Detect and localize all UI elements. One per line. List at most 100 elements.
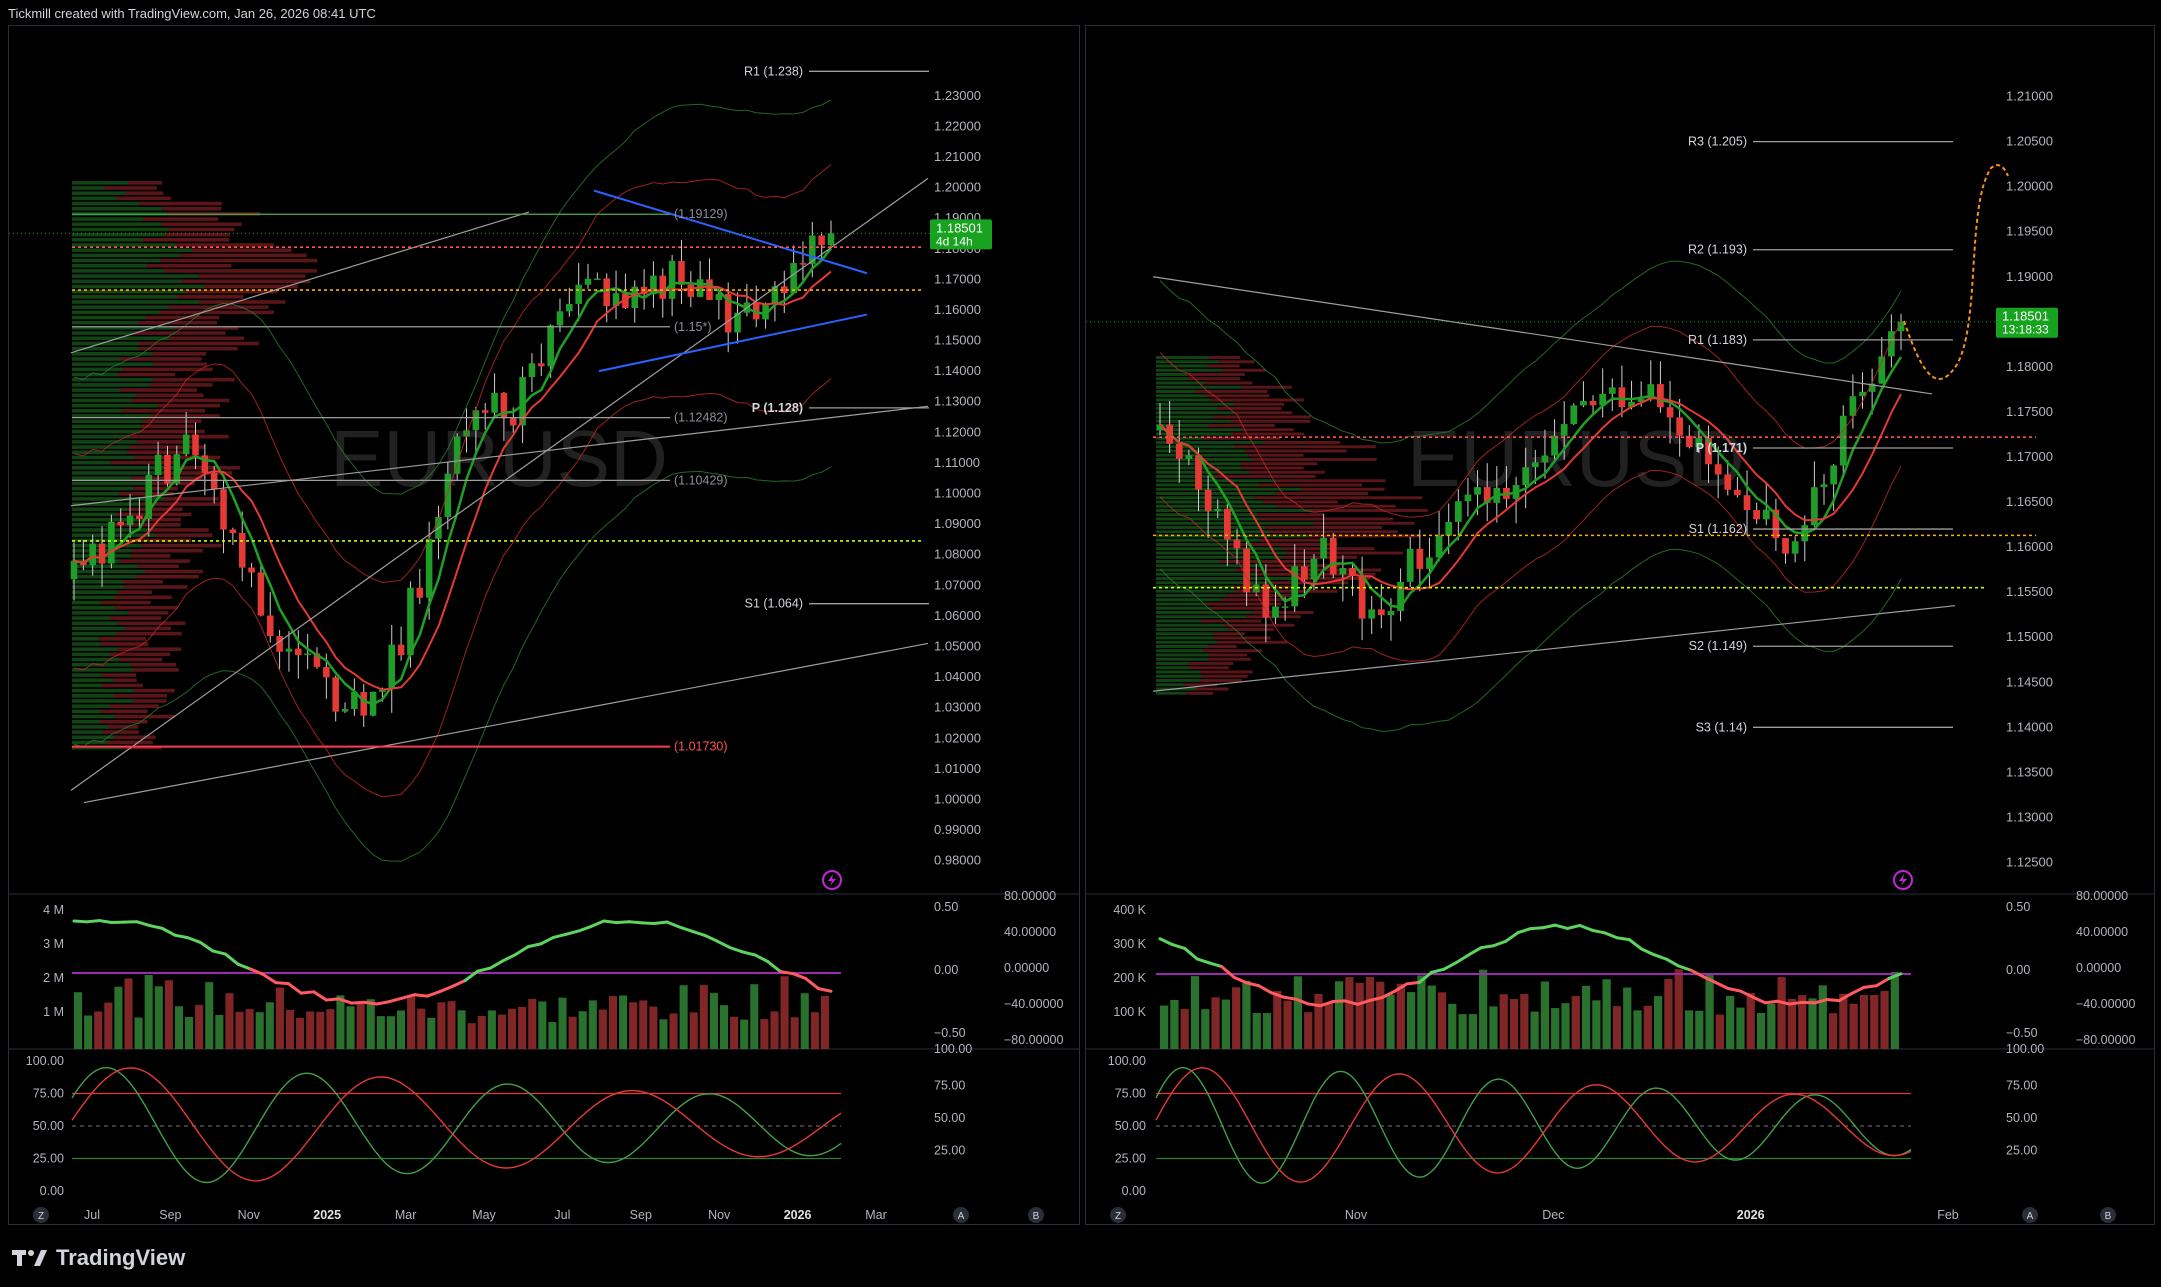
- level-label: R3 (1.205): [1688, 135, 1747, 149]
- volume-profile-bar: [72, 725, 108, 729]
- oscillator-line: [1244, 981, 1261, 988]
- volume-profile-bar: [116, 631, 182, 636]
- volume-profile-bar: [112, 523, 181, 527]
- volume-bar: [1376, 981, 1385, 1049]
- volume-profile-bar: [159, 310, 274, 315]
- volume-profile-bar: [1156, 411, 1235, 415]
- volume-profile-bar: [107, 725, 139, 729]
- oscillator-line: [1282, 995, 1298, 1001]
- chart-canvas-right[interactable]: EURUSD 1.21000 1.20500 1.20000 1.19500 1.1900…: [1086, 26, 2154, 1224]
- volume-profile-bar: [72, 377, 153, 382]
- oscillator-line: [1837, 992, 1854, 1003]
- candle-body: [724, 294, 732, 333]
- volume-profile-bar: [1219, 360, 1255, 364]
- corner-button-b[interactable]: B: [2100, 1207, 2116, 1223]
- volume-profile-bar: [1156, 679, 1200, 682]
- oscillator-line: [1331, 999, 1347, 1004]
- volume-profile-bar: [154, 533, 213, 537]
- volume-profile-bar: [1187, 662, 1234, 665]
- corner-button-b[interactable]: B: [1028, 1207, 1044, 1223]
- ma-slow-line: [1159, 393, 1902, 591]
- volume-profile-bar: [139, 201, 222, 206]
- volume-bar: [195, 1004, 204, 1049]
- candle-body: [1474, 487, 1481, 495]
- volume-profile-bar: [119, 559, 190, 563]
- volume-profile-bar: [1234, 445, 1376, 449]
- trend-line: [70, 211, 530, 354]
- oscillator-line: [804, 977, 820, 991]
- oscillator-axis-label: 0.00000: [2076, 961, 2121, 975]
- oscillator-line: [1726, 986, 1742, 993]
- volume-profile-bar: [1222, 368, 1266, 372]
- trend-line: [1152, 605, 1956, 692]
- oscillator-line: [551, 932, 568, 939]
- chart-attribution: Tickmill created with TradingView.com, J…: [8, 6, 376, 21]
- volume-axis-label: 400 K: [1113, 903, 1146, 917]
- chart-panel-right[interactable]: EURUSD 1.21000 1.20500 1.20000 1.19500 1.1900…: [1085, 25, 2155, 1225]
- volume-bar: [447, 1001, 456, 1049]
- volume-profile-bar: [1228, 543, 1338, 546]
- volume-bar: [467, 1023, 476, 1049]
- oscillator-axis-label: 80.00000: [1004, 889, 1056, 903]
- oscillator-line: [753, 953, 770, 964]
- volume-profile-bar: [1156, 551, 1288, 555]
- volume-profile-bar: [1156, 475, 1213, 478]
- candle-body: [407, 587, 414, 656]
- corner-button-z[interactable]: Z: [33, 1207, 49, 1223]
- stoch-axis-label: 25.00: [1115, 1152, 1146, 1166]
- volume-profile-bar: [1156, 683, 1184, 687]
- volume-profile-bar: [1189, 666, 1229, 670]
- oscillator-line: [85, 919, 101, 924]
- oscillator-line: [501, 953, 518, 963]
- volume-bar: [1396, 983, 1405, 1049]
- oscillator-line: [615, 920, 631, 925]
- corner-button-a[interactable]: A: [2022, 1207, 2038, 1223]
- oscillator-axis-label: 0.50: [934, 900, 958, 914]
- tradingview-logo[interactable]: TradingView: [12, 1245, 185, 1271]
- candle-body: [238, 533, 246, 568]
- volume-bar: [1602, 979, 1611, 1049]
- volume-axis-label: 1 M: [43, 1005, 64, 1019]
- volume-profile-bar: [72, 248, 192, 252]
- oscillator-axis-label: −80.00000: [2076, 1033, 2135, 1047]
- volume-bar: [810, 1012, 819, 1049]
- price-axis-label: 1.20000: [934, 180, 981, 195]
- time-axis-label: Nov: [708, 1208, 731, 1222]
- candle-body: [771, 286, 779, 304]
- oscillator-line: [715, 939, 732, 950]
- volume-profile-bar: [1230, 419, 1311, 423]
- volume-bar: [174, 1006, 184, 1049]
- corner-button-z[interactable]: Z: [1110, 1207, 1126, 1223]
- volume-profile-bar: [128, 538, 192, 543]
- volume-profile-bar: [1209, 653, 1248, 657]
- chart-canvas-left[interactable]: EURUSD1.230001.220001.210001.200001.1900…: [9, 26, 1079, 1224]
- volume-profile-bar: [1156, 513, 1258, 517]
- oscillator-line: [1788, 1000, 1804, 1006]
- volume-bar: [457, 1010, 466, 1049]
- volume-profile-bar: [122, 367, 213, 372]
- volume-bar: [1623, 987, 1632, 1049]
- oscillator-line: [1343, 999, 1360, 1006]
- volume-profile-bar: [72, 429, 141, 434]
- volume-profile-bar: [1234, 402, 1285, 406]
- volume-profile-bar: [72, 310, 160, 315]
- volume-profile-bar: [1156, 402, 1235, 406]
- volume-profile-bar: [72, 258, 161, 263]
- candle-body: [1820, 484, 1828, 488]
- oscillator-line: [1714, 980, 1730, 990]
- volume-profile-bar: [1212, 632, 1245, 636]
- chart-panel-left[interactable]: EURUSD 1.23000 1.22000 1.21000 1.20000 1.1900…: [8, 25, 1080, 1225]
- level-label: (1.01730): [674, 740, 728, 754]
- oscillator-line: [627, 920, 644, 925]
- volume-bar: [74, 992, 83, 1049]
- volume-bar: [1386, 994, 1395, 1049]
- volume-profile-bar: [72, 346, 139, 351]
- volume-bar: [215, 1014, 224, 1049]
- corner-button-a[interactable]: A: [953, 1207, 969, 1223]
- volume-profile-bar: [104, 186, 157, 190]
- current-price-countdown: 13:18:33: [2002, 323, 2049, 337]
- oscillator-line: [1380, 989, 1397, 999]
- time-axis-label: 2026: [1737, 1208, 1765, 1222]
- volume-profile-bar: [1156, 691, 1186, 695]
- candle-body: [1358, 575, 1366, 619]
